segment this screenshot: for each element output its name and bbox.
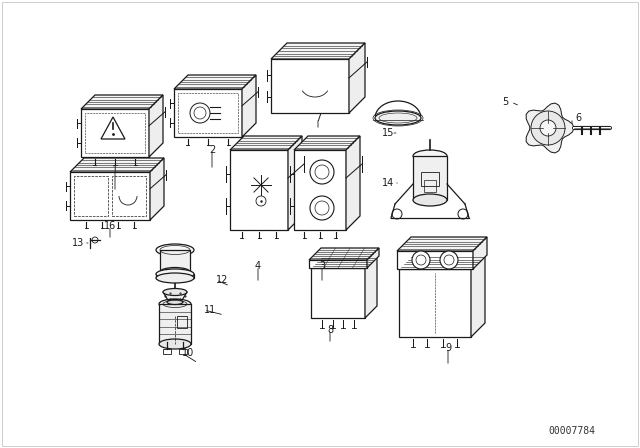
Polygon shape <box>397 251 473 269</box>
Polygon shape <box>174 89 242 137</box>
Ellipse shape <box>159 299 191 309</box>
Text: 3: 3 <box>319 261 325 271</box>
Polygon shape <box>399 255 485 269</box>
Text: 11: 11 <box>204 305 216 315</box>
Text: 9: 9 <box>445 343 451 353</box>
Text: 15: 15 <box>382 128 394 138</box>
Text: 7: 7 <box>315 113 321 123</box>
Polygon shape <box>159 304 191 344</box>
Polygon shape <box>70 172 150 220</box>
Polygon shape <box>311 256 377 268</box>
Polygon shape <box>242 75 256 137</box>
Polygon shape <box>70 158 164 172</box>
Circle shape <box>531 111 565 145</box>
Polygon shape <box>399 269 471 337</box>
Ellipse shape <box>156 269 194 279</box>
Polygon shape <box>349 43 365 113</box>
Polygon shape <box>174 75 256 89</box>
Polygon shape <box>230 136 302 150</box>
Circle shape <box>440 251 458 269</box>
Ellipse shape <box>156 273 194 283</box>
Polygon shape <box>81 109 149 157</box>
Circle shape <box>412 251 430 269</box>
Ellipse shape <box>167 300 183 305</box>
Polygon shape <box>163 292 187 302</box>
Polygon shape <box>397 237 487 251</box>
Polygon shape <box>365 256 377 318</box>
Text: 5: 5 <box>502 97 508 107</box>
Polygon shape <box>160 250 190 272</box>
Polygon shape <box>413 156 447 200</box>
Ellipse shape <box>163 289 187 296</box>
Polygon shape <box>311 268 365 318</box>
Ellipse shape <box>413 194 447 206</box>
Text: 6: 6 <box>575 113 581 123</box>
Polygon shape <box>473 237 487 269</box>
Text: 1: 1 <box>112 165 118 175</box>
Text: 2: 2 <box>209 145 215 155</box>
Ellipse shape <box>375 111 421 125</box>
Text: 16: 16 <box>104 221 116 231</box>
Polygon shape <box>150 158 164 220</box>
Polygon shape <box>346 136 360 230</box>
Text: 8: 8 <box>327 325 333 335</box>
Circle shape <box>540 120 556 136</box>
Polygon shape <box>294 150 346 230</box>
Polygon shape <box>309 248 379 260</box>
Polygon shape <box>526 103 574 153</box>
Polygon shape <box>367 248 379 268</box>
Polygon shape <box>230 150 288 230</box>
Polygon shape <box>156 274 194 278</box>
Polygon shape <box>271 59 349 113</box>
Text: 13: 13 <box>72 238 84 248</box>
Polygon shape <box>271 43 365 59</box>
Ellipse shape <box>413 150 447 162</box>
Ellipse shape <box>159 339 191 349</box>
Text: 14: 14 <box>382 178 394 188</box>
Text: 12: 12 <box>216 275 228 285</box>
Text: 4: 4 <box>255 261 261 271</box>
Text: 10: 10 <box>182 348 194 358</box>
Ellipse shape <box>160 267 190 276</box>
Polygon shape <box>294 136 360 150</box>
Polygon shape <box>149 95 163 157</box>
Polygon shape <box>81 95 163 109</box>
Text: 00007784: 00007784 <box>548 426 595 436</box>
Polygon shape <box>309 260 367 268</box>
Ellipse shape <box>156 244 194 256</box>
Polygon shape <box>288 136 302 230</box>
Polygon shape <box>471 255 485 337</box>
